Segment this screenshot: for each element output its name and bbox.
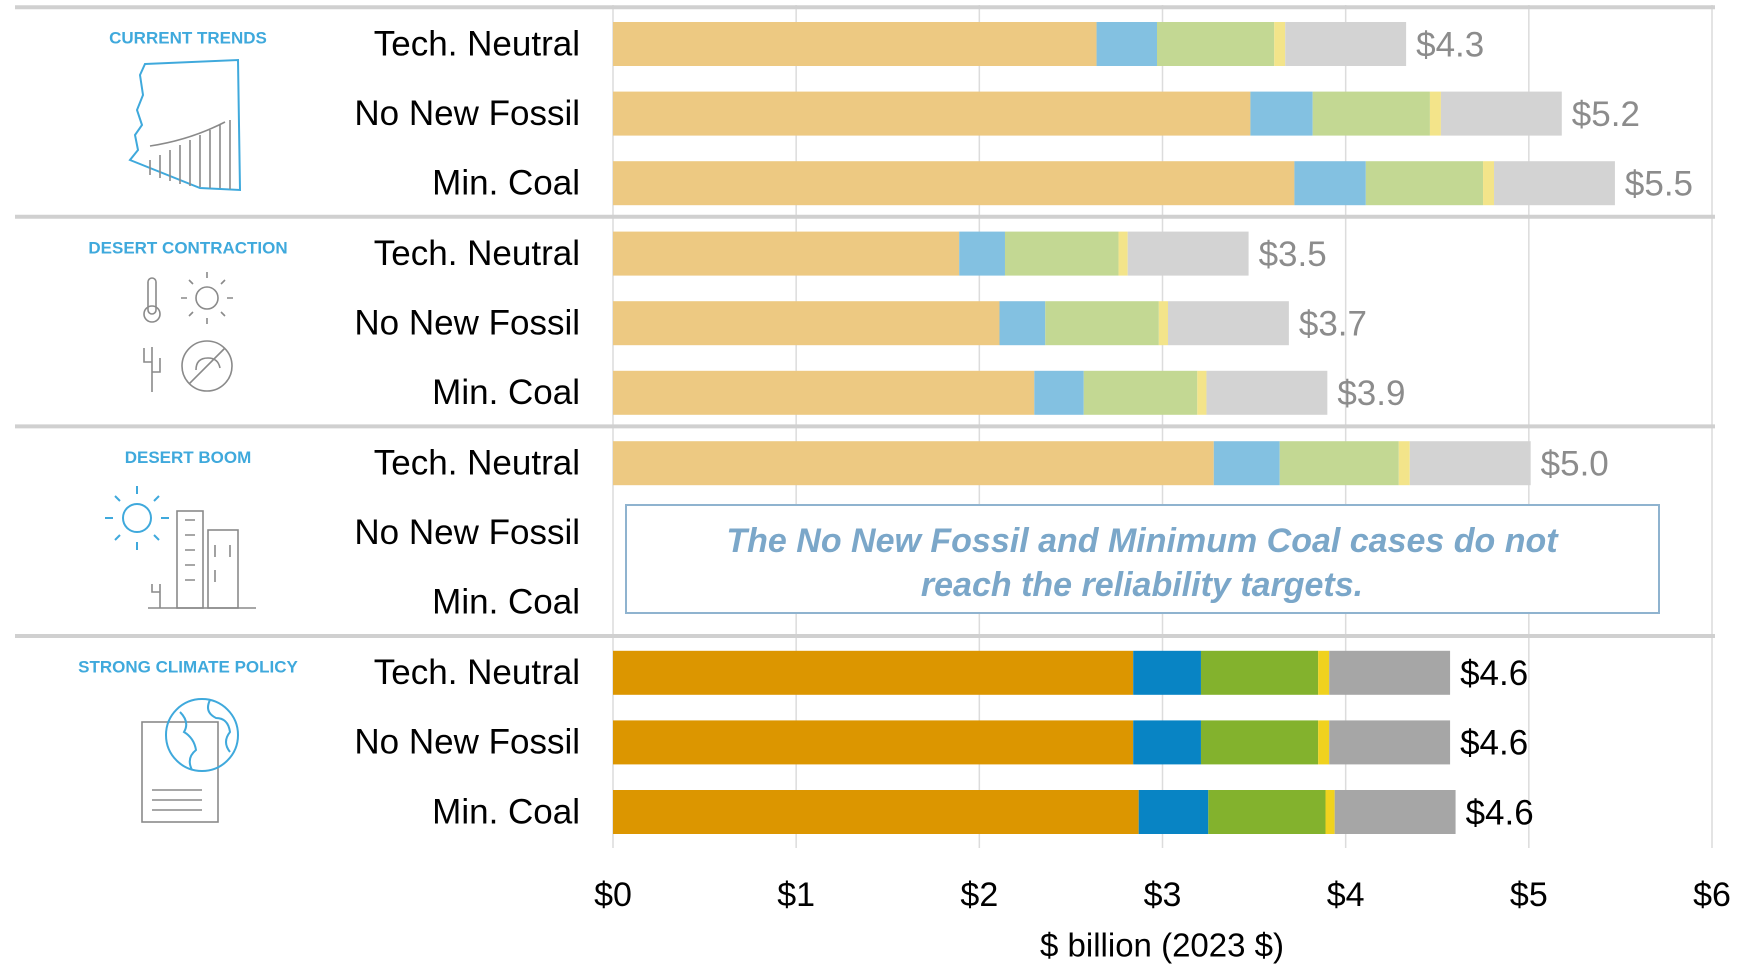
bar-segment [1127, 231, 1249, 276]
bar-segment [1213, 441, 1280, 486]
bar-segment [1329, 720, 1451, 765]
desert-contraction-icon [143, 272, 233, 392]
bar-segment [1398, 441, 1410, 486]
total-label: $4.6 [1460, 724, 1528, 763]
total-label: $5.0 [1541, 444, 1609, 483]
bar-segment [613, 91, 1251, 136]
desert-boom-icon [105, 486, 256, 609]
bar-segment [1133, 720, 1201, 765]
bar-segment [1083, 370, 1198, 415]
bar-segment [1318, 650, 1330, 695]
bar-segment [613, 441, 1214, 486]
annotation-box [625, 504, 1660, 614]
total-label: $4.6 [1460, 654, 1528, 693]
climate-policy-icon [141, 698, 239, 823]
bar-segment [1096, 22, 1158, 66]
bar-segment [1279, 441, 1399, 486]
bar-segment [613, 301, 1000, 346]
bar-segment [1429, 91, 1441, 136]
bar-segment [1133, 650, 1201, 695]
bar-segment [613, 720, 1134, 765]
total-label: $3.5 [1259, 235, 1327, 274]
bar-segment [959, 231, 1005, 276]
bar-segment [1329, 650, 1451, 695]
bar-segment [1004, 231, 1119, 276]
bar-segment [1034, 370, 1084, 415]
group-title: DESERT BOOM [125, 448, 252, 467]
y-tick-label: Tech. Neutral [374, 234, 580, 273]
total-label: $4.6 [1466, 793, 1534, 832]
bar-segment [1206, 370, 1328, 415]
bar-segment [1483, 161, 1495, 206]
bar-segment [1157, 22, 1275, 66]
y-tick-label: Min. Coal [432, 373, 580, 412]
y-tick-label: Min. Coal [432, 583, 580, 622]
x-tick-label: $0 [594, 876, 632, 914]
bar-segment [1208, 790, 1326, 834]
y-tick-label: No New Fossil [354, 723, 580, 762]
bar-segment [1197, 370, 1207, 415]
bar-segment [1118, 231, 1128, 276]
bar-segment [1365, 161, 1484, 206]
group-title: CURRENT TRENDS [109, 29, 267, 48]
arizona-icon [128, 58, 242, 192]
group-title: STRONG CLIMATE POLICY [78, 657, 298, 676]
bar-segment [1409, 441, 1531, 486]
bar-segment [1285, 22, 1407, 66]
bar-segment [1200, 650, 1319, 695]
bar-segment [1494, 161, 1615, 206]
bar-segment [1045, 301, 1159, 346]
bar-segment [1440, 91, 1562, 136]
bar-segment [1312, 91, 1430, 136]
bar-segment [613, 22, 1097, 66]
total-label: $5.5 [1625, 164, 1693, 203]
bar-segment [1294, 161, 1366, 206]
bar-segment [1334, 790, 1456, 834]
group-title: DESERT CONTRACTION [88, 238, 287, 257]
x-axis-label: $ billion (2023 $) [1040, 927, 1284, 964]
bar-segment [613, 161, 1295, 206]
bar-segment [999, 301, 1046, 346]
x-tick-label: $1 [777, 876, 815, 914]
total-label: $4.3 [1416, 25, 1484, 64]
y-tick-label: Tech. Neutral [374, 24, 580, 63]
x-tick-label: $2 [960, 876, 998, 914]
y-tick-label: Min. Coal [432, 163, 580, 202]
y-tick-label: No New Fossil [354, 303, 580, 342]
bar-segment [1200, 720, 1319, 765]
bar-segment [1325, 790, 1335, 834]
bar-segment [1158, 301, 1168, 346]
bar-segment [613, 650, 1134, 695]
bar-segment [1250, 91, 1313, 136]
bar-segment [613, 370, 1035, 415]
y-tick-label: Tech. Neutral [374, 443, 580, 482]
annotation: The No New Fossil and Minimum Coal cases… [726, 522, 1559, 604]
bar-segment [613, 790, 1139, 834]
y-tick-label: No New Fossil [354, 94, 580, 133]
y-tick-label: Tech. Neutral [374, 653, 580, 692]
bar-segment [1167, 301, 1289, 346]
x-tick-label: $6 [1693, 876, 1731, 914]
y-tick-label: Min. Coal [432, 792, 580, 831]
x-tick-label: $3 [1144, 876, 1182, 914]
y-tick-label: No New Fossil [354, 513, 580, 552]
x-tick-label: $4 [1327, 876, 1365, 914]
bar-segment [1138, 790, 1209, 834]
total-label: $3.9 [1337, 374, 1405, 413]
total-label: $5.2 [1572, 95, 1640, 134]
bar-segment [1318, 720, 1330, 765]
x-tick-label: $5 [1510, 876, 1548, 914]
total-label: $3.7 [1299, 304, 1367, 343]
bar-segment [613, 231, 960, 276]
icons [105, 58, 256, 823]
bar-segment [1274, 22, 1286, 66]
